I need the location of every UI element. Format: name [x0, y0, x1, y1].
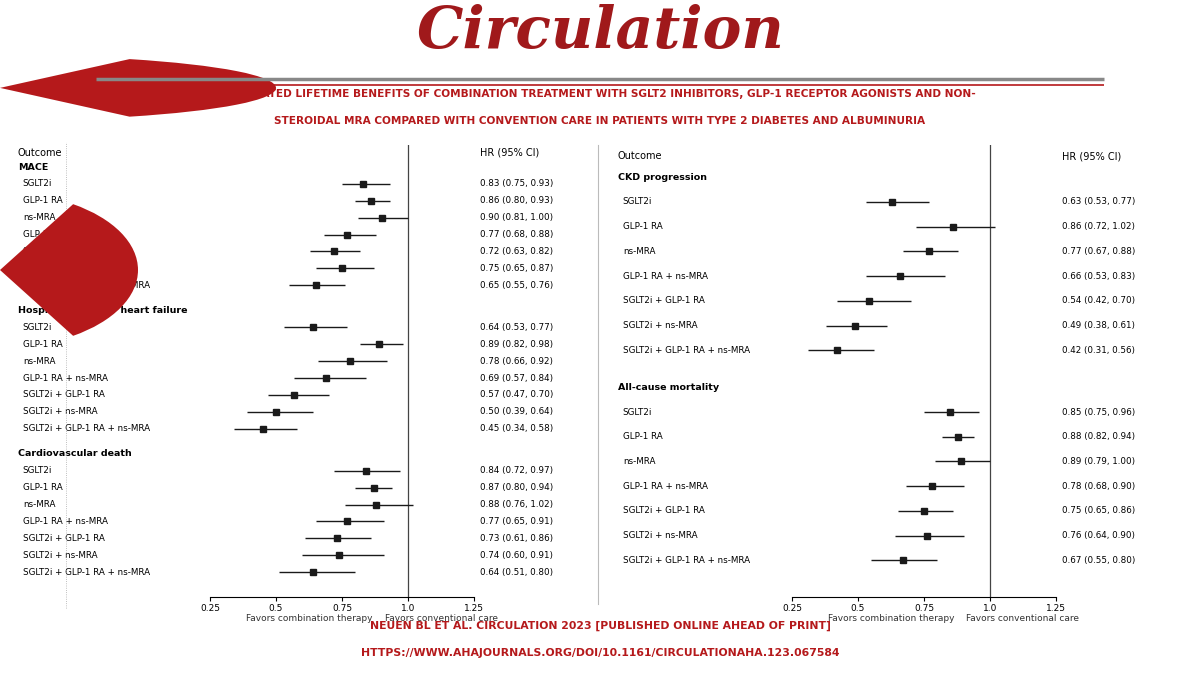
Text: 0.89 (0.82, 0.98): 0.89 (0.82, 0.98): [480, 340, 553, 349]
Text: Favors combination therapy: Favors combination therapy: [828, 614, 954, 623]
Text: GLP-1 RA + ns-MRA: GLP-1 RA + ns-MRA: [623, 271, 708, 281]
Text: SGLT2i + GLP-1 RA + ns-MRA: SGLT2i + GLP-1 RA + ns-MRA: [23, 424, 150, 433]
Text: Favors combination therapy: Favors combination therapy: [246, 614, 372, 623]
Text: GLP-1 RA: GLP-1 RA: [23, 196, 62, 205]
Text: 0.88 (0.82, 0.94): 0.88 (0.82, 0.94): [1062, 432, 1135, 441]
Text: HTTPS://WWW.AHAJOURNALS.ORG/DOI/10.1161/CIRCULATIONAHA.123.067584: HTTPS://WWW.AHAJOURNALS.ORG/DOI/10.1161/…: [361, 648, 839, 658]
Text: 0.63 (0.53, 0.77): 0.63 (0.53, 0.77): [1062, 198, 1135, 207]
Text: GLP-1 RA: GLP-1 RA: [23, 340, 62, 349]
Text: ESTIMATED LIFETIME BENEFITS OF COMBINATION TREATMENT WITH SGLT2 INHIBITORS, GLP-: ESTIMATED LIFETIME BENEFITS OF COMBINATI…: [224, 89, 976, 99]
Text: Cardiovascular death: Cardiovascular death: [18, 450, 132, 458]
Text: Outcome: Outcome: [618, 151, 662, 161]
Text: 0.75 (0.65, 0.87): 0.75 (0.65, 0.87): [480, 264, 553, 273]
Text: 0.64 (0.51, 0.80): 0.64 (0.51, 0.80): [480, 568, 553, 576]
Text: SGLT2i: SGLT2i: [23, 180, 52, 188]
Text: 0.72 (0.63, 0.82): 0.72 (0.63, 0.82): [480, 247, 553, 256]
Text: Favors conventional care: Favors conventional care: [384, 614, 498, 623]
Text: GLP-1 RA: GLP-1 RA: [623, 432, 662, 441]
Text: 0.83 (0.75, 0.93): 0.83 (0.75, 0.93): [480, 180, 553, 188]
Text: 0.66 (0.53, 0.83): 0.66 (0.53, 0.83): [1062, 271, 1135, 281]
Text: 0.49 (0.38, 0.61): 0.49 (0.38, 0.61): [1062, 321, 1135, 330]
Text: ns-MRA: ns-MRA: [623, 457, 655, 466]
Text: ns-MRA: ns-MRA: [623, 247, 655, 256]
Text: 0.86 (0.72, 1.02): 0.86 (0.72, 1.02): [1062, 222, 1135, 231]
Text: 0.76 (0.64, 0.90): 0.76 (0.64, 0.90): [1062, 531, 1135, 540]
Text: STEROIDAL MRA COMPARED WITH CONVENTION CARE IN PATIENTS WITH TYPE 2 DIABETES AND: STEROIDAL MRA COMPARED WITH CONVENTION C…: [275, 116, 925, 126]
Text: Favors conventional care: Favors conventional care: [966, 614, 1080, 623]
Text: 0.77 (0.67, 0.88): 0.77 (0.67, 0.88): [1062, 247, 1135, 256]
Text: SGLT2i: SGLT2i: [623, 408, 652, 416]
Text: 0.54 (0.42, 0.70): 0.54 (0.42, 0.70): [1062, 296, 1135, 305]
Text: SGLT2i + GLP-1 RA: SGLT2i + GLP-1 RA: [23, 390, 104, 400]
Text: 0.84 (0.72, 0.97): 0.84 (0.72, 0.97): [480, 466, 553, 475]
Text: SGLT2i + GLP-1 RA: SGLT2i + GLP-1 RA: [23, 247, 104, 256]
Text: 0.69 (0.57, 0.84): 0.69 (0.57, 0.84): [480, 373, 553, 383]
Text: SGLT2i + GLP-1 RA + ns-MRA: SGLT2i + GLP-1 RA + ns-MRA: [623, 346, 750, 355]
Text: SGLT2i + ns-MRA: SGLT2i + ns-MRA: [623, 531, 697, 540]
Text: GLP-1 RA + ns-MRA: GLP-1 RA + ns-MRA: [23, 230, 108, 239]
Text: GLP-1 RA: GLP-1 RA: [23, 483, 62, 492]
Wedge shape: [0, 59, 276, 117]
Text: GLP-1 RA + ns-MRA: GLP-1 RA + ns-MRA: [23, 517, 108, 526]
Text: SGLT2i + GLP-1 RA: SGLT2i + GLP-1 RA: [23, 534, 104, 543]
Text: SGLT2i + ns-MRA: SGLT2i + ns-MRA: [23, 264, 97, 273]
Text: HR (95% CI): HR (95% CI): [480, 148, 539, 158]
Text: GLP-1 RA: GLP-1 RA: [623, 222, 662, 231]
Text: 0.88 (0.76, 1.02): 0.88 (0.76, 1.02): [480, 500, 553, 509]
Text: 0.85 (0.75, 0.96): 0.85 (0.75, 0.96): [1062, 408, 1135, 416]
Text: 0.57 (0.47, 0.70): 0.57 (0.47, 0.70): [480, 390, 553, 400]
Text: ns-MRA: ns-MRA: [23, 356, 55, 366]
Text: Outcome: Outcome: [18, 148, 62, 158]
Text: SGLT2i: SGLT2i: [23, 466, 52, 475]
Text: 0.90 (0.81, 1.00): 0.90 (0.81, 1.00): [480, 213, 553, 222]
Text: All-cause mortality: All-cause mortality: [618, 383, 719, 392]
Text: 0.75 (0.65, 0.86): 0.75 (0.65, 0.86): [1062, 506, 1135, 516]
Text: 0.77 (0.68, 0.88): 0.77 (0.68, 0.88): [480, 230, 553, 239]
Text: HR (95% CI): HR (95% CI): [1062, 151, 1121, 161]
Text: 0.78 (0.66, 0.92): 0.78 (0.66, 0.92): [480, 356, 553, 366]
Text: 0.87 (0.80, 0.94): 0.87 (0.80, 0.94): [480, 483, 553, 492]
Text: 0.64 (0.53, 0.77): 0.64 (0.53, 0.77): [480, 323, 553, 332]
Text: Hospitalization for heart failure: Hospitalization for heart failure: [18, 306, 187, 315]
Wedge shape: [0, 204, 138, 336]
Text: ns-MRA: ns-MRA: [23, 500, 55, 509]
Text: CKD progression: CKD progression: [618, 173, 707, 182]
Text: SGLT2i + GLP-1 RA + ns-MRA: SGLT2i + GLP-1 RA + ns-MRA: [623, 556, 750, 565]
Text: GLP-1 RA + ns-MRA: GLP-1 RA + ns-MRA: [623, 482, 708, 491]
Text: SGLT2i + ns-MRA: SGLT2i + ns-MRA: [23, 407, 97, 416]
Text: 0.42 (0.31, 0.56): 0.42 (0.31, 0.56): [1062, 346, 1135, 355]
Text: 0.86 (0.80, 0.93): 0.86 (0.80, 0.93): [480, 196, 553, 205]
Text: SGLT2i: SGLT2i: [23, 323, 52, 332]
Text: 0.73 (0.61, 0.86): 0.73 (0.61, 0.86): [480, 534, 553, 543]
Text: Circulation: Circulation: [416, 4, 784, 61]
Text: SGLT2i + GLP-1 RA + ns-MRA: SGLT2i + GLP-1 RA + ns-MRA: [23, 568, 150, 576]
Text: ns-MRA: ns-MRA: [23, 213, 55, 222]
Text: SGLT2i + GLP-1 RA: SGLT2i + GLP-1 RA: [623, 506, 704, 516]
Text: 0.67 (0.55, 0.80): 0.67 (0.55, 0.80): [1062, 556, 1135, 565]
Text: 0.45 (0.34, 0.58): 0.45 (0.34, 0.58): [480, 424, 553, 433]
Text: 0.78 (0.68, 0.90): 0.78 (0.68, 0.90): [1062, 482, 1135, 491]
Text: SGLT2i + ns-MRA: SGLT2i + ns-MRA: [623, 321, 697, 330]
Text: SGLT2i + ns-MRA: SGLT2i + ns-MRA: [23, 551, 97, 560]
Text: SGLT2i + GLP-1 RA: SGLT2i + GLP-1 RA: [623, 296, 704, 305]
Text: 0.77 (0.65, 0.91): 0.77 (0.65, 0.91): [480, 517, 553, 526]
Text: 0.74 (0.60, 0.91): 0.74 (0.60, 0.91): [480, 551, 553, 560]
Text: SGLT2i + GLP-1 RA + ns-MRA: SGLT2i + GLP-1 RA + ns-MRA: [23, 281, 150, 290]
Text: SGLT2i: SGLT2i: [623, 198, 652, 207]
Text: GLP-1 RA + ns-MRA: GLP-1 RA + ns-MRA: [23, 373, 108, 383]
Text: 0.50 (0.39, 0.64): 0.50 (0.39, 0.64): [480, 407, 553, 416]
Text: 0.89 (0.79, 1.00): 0.89 (0.79, 1.00): [1062, 457, 1135, 466]
Text: NEUEN BL ET AL. CIRCULATION 2023 [PUBLISHED ONLINE AHEAD OF PRINT]: NEUEN BL ET AL. CIRCULATION 2023 [PUBLIS…: [370, 621, 830, 631]
Text: 0.65 (0.55, 0.76): 0.65 (0.55, 0.76): [480, 281, 553, 290]
Text: MACE: MACE: [18, 163, 48, 171]
